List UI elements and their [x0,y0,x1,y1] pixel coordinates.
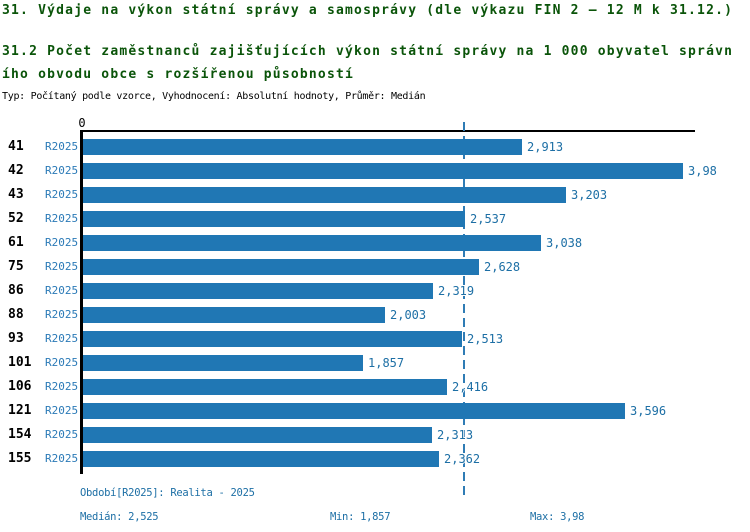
row-category-label: 41 [8,139,24,154]
bar [83,451,439,467]
median-reference-line [463,122,465,496]
row-series-label: R2025 [45,380,79,393]
bar-value-label: 2,628 [484,260,521,274]
bar-value-label: 2,319 [438,284,475,298]
row-series-label: R2025 [45,404,79,417]
row-series-label: R2025 [45,188,79,201]
row-series-label: R2025 [45,260,79,273]
bar [83,235,541,251]
row-category-label: 101 [8,355,32,370]
bar [83,283,433,299]
bar-value-label: 2,913 [527,140,564,154]
row-series-label: R2025 [45,332,79,345]
row-series-label: R2025 [45,284,79,297]
bar [83,307,385,323]
row-series-label: R2025 [45,140,79,153]
bar [83,355,363,371]
bar-value-label: 1,857 [368,356,405,370]
row-category-label: 42 [8,163,24,178]
bar [83,139,522,155]
footer-median-label: Medián: 2,525 [80,511,159,523]
bar-value-label: 3,038 [546,236,583,250]
page-title: 31. Výdaje na výkon státní správy a samo… [2,3,734,18]
chart-subtitle-line2: ího obvodu obce s rozšířenou působností [2,67,355,82]
row-category-label: 86 [8,283,24,298]
bar [83,211,465,227]
bar [83,187,566,203]
bar-value-label: 2,313 [437,428,474,442]
footer-min-label: Min: 1,857 [330,511,391,523]
bar [83,427,432,443]
row-series-label: R2025 [45,356,79,369]
x-axis-line [81,130,695,132]
bar-value-label: 3,98 [688,164,717,178]
bar-value-label: 2,362 [444,452,481,466]
footer-max-label: Max: 3,98 [530,511,585,523]
bar-value-label: 2,003 [390,308,427,322]
row-series-label: R2025 [45,428,79,441]
bar [83,163,683,179]
chart-meta-info: Typ: Počítaný podle vzorce, Vyhodnocení:… [2,91,426,102]
bar-value-label: 3,203 [571,188,608,202]
footer-period-label: Období[R2025]: Realita - 2025 [80,487,255,499]
row-category-label: 93 [8,331,24,346]
row-category-label: 155 [8,451,32,466]
row-category-label: 61 [8,235,24,250]
row-category-label: 43 [8,187,24,202]
row-category-label: 106 [8,379,32,394]
bar-value-label: 2,513 [467,332,504,346]
row-series-label: R2025 [45,308,79,321]
row-series-label: R2025 [45,236,79,249]
bar-value-label: 2,537 [470,212,507,226]
bar [83,259,479,275]
row-category-label: 52 [8,211,24,226]
row-series-label: R2025 [45,164,79,177]
x-axis-zero-tick-label: 0 [78,116,86,130]
y-axis-line [80,130,83,474]
bar [83,379,447,395]
row-category-label: 154 [8,427,32,442]
row-series-label: R2025 [45,452,79,465]
row-category-label: 75 [8,259,24,274]
row-series-label: R2025 [45,212,79,225]
row-category-label: 88 [8,307,24,322]
bar [83,331,462,347]
bar-value-label: 2,416 [452,380,489,394]
bar-value-label: 3,596 [630,404,667,418]
row-category-label: 121 [8,403,32,418]
bar [83,403,625,419]
chart-subtitle-line1: 31.2 Počet zaměstnanců zajišťujících výk… [2,44,734,59]
